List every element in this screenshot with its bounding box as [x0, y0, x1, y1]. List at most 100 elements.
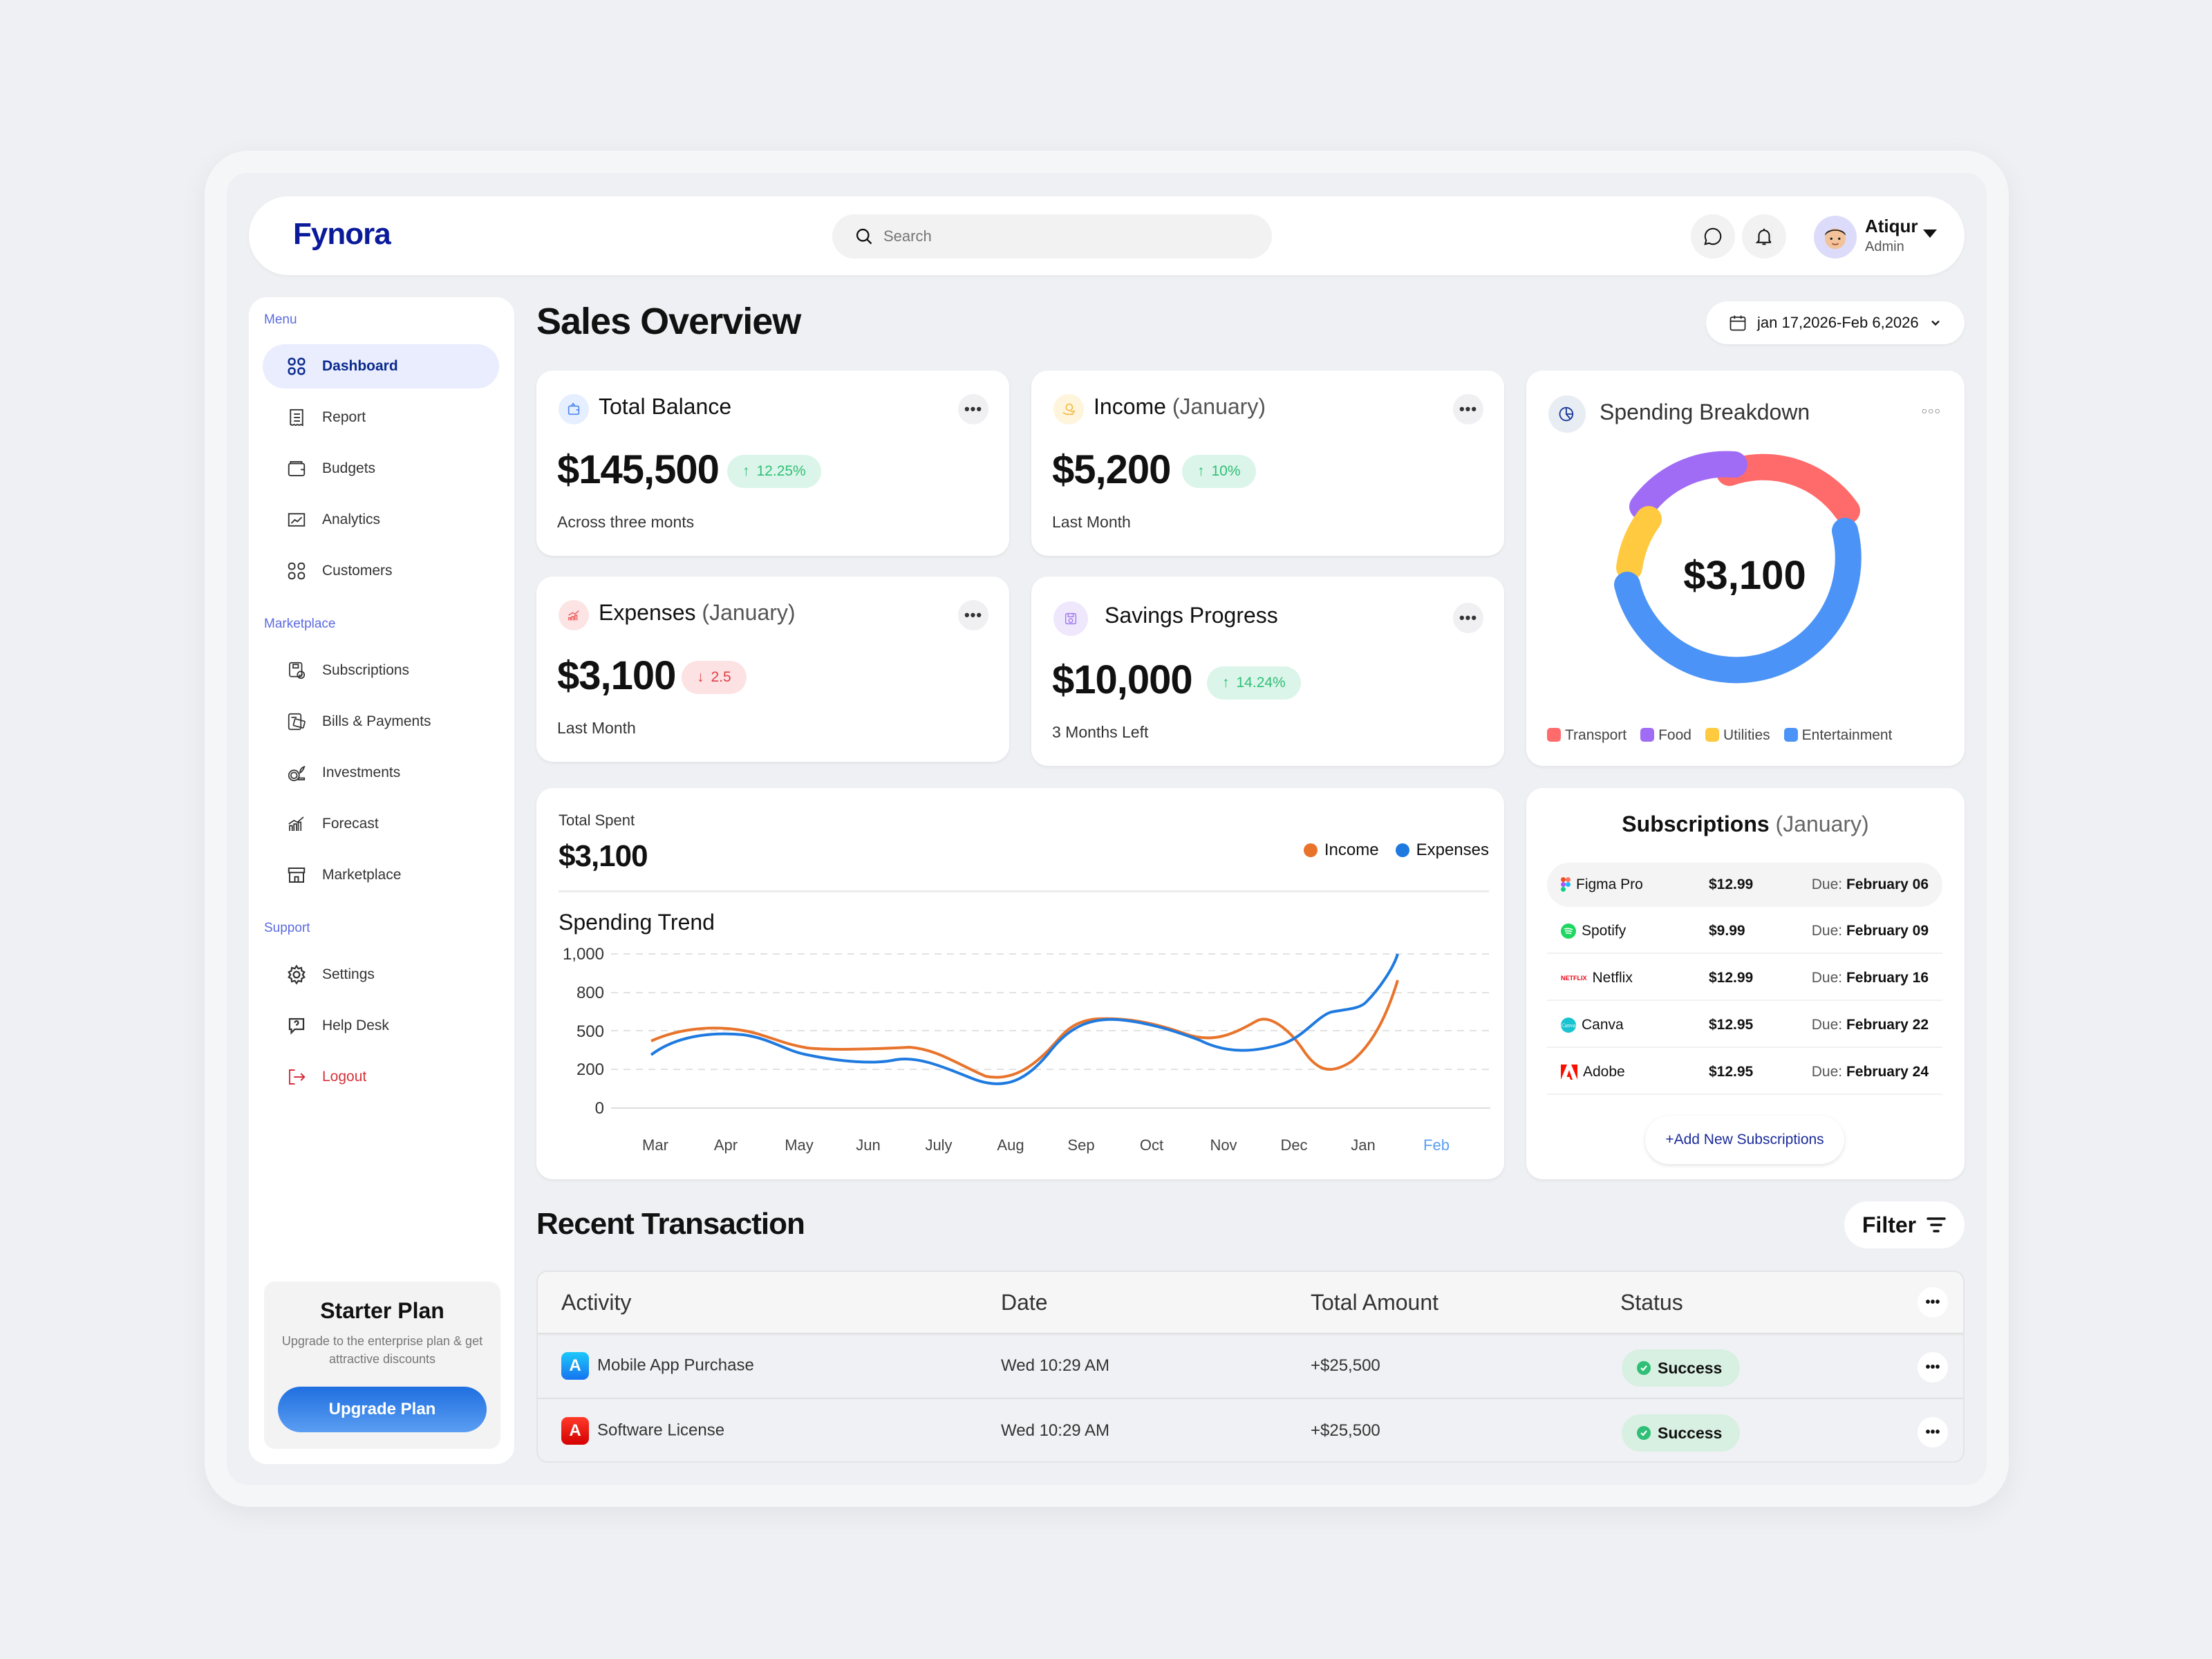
sidebar-item-bills-payments[interactable]: Bills & Payments [263, 700, 499, 744]
grid-icon [288, 357, 306, 375]
search-input[interactable] [883, 227, 1229, 245]
row-more-options-button[interactable]: ••• [1918, 1352, 1948, 1382]
plan-description: Upgrade to the enterprise plan & get att… [281, 1334, 483, 1366]
sidebar-item-budgets[interactable]: Budgets [263, 447, 499, 491]
column-header-date[interactable]: Date [1001, 1290, 1048, 1315]
sidebar-item-label: Help Desk [322, 1018, 389, 1033]
column-header-status[interactable]: Status [1620, 1290, 1683, 1315]
chart-title: Spending Trend [559, 910, 715, 935]
svg-text:1,000: 1,000 [563, 945, 604, 964]
kpi-label: Expenses (January) [599, 600, 796, 625]
sidebar-item-subscriptions[interactable]: Subscriptions [263, 648, 499, 693]
calendar-icon [1730, 315, 1746, 331]
sidebar-item-report[interactable]: Report [263, 395, 499, 440]
subscription-row[interactable]: Figma Pro $12.99 Due: February 06 [1547, 863, 1942, 907]
date-range-picker[interactable]: jan 17,2026-Feb 6,2026 [1706, 301, 1965, 344]
kpi-card-total-balance: Total Balance ••• $145,500 ↑ 12.25% Acros… [536, 371, 1009, 556]
messages-button[interactable] [1691, 214, 1735, 259]
donut-chart: $3,100 [1614, 451, 1862, 684]
kpi-subtext: 3 Months Left [1052, 723, 1149, 741]
more-options-button[interactable]: ••• [958, 600, 988, 630]
kpi-subtext: Across three monts [557, 513, 695, 531]
divider [1771, 223, 1772, 250]
sidebar-section-menu: Menu [264, 312, 297, 327]
svg-text:Feb: Feb [1423, 1136, 1450, 1154]
svg-text:800: 800 [577, 984, 604, 1002]
sidebar-item-logout[interactable]: Logout [263, 1055, 499, 1099]
svg-text:200: 200 [577, 1060, 604, 1079]
user-menu-caret-icon[interactable] [1923, 229, 1937, 238]
kpi-card-savings-progress: Savings Progress ••• $10,000 ↑ 14.24% 3 M… [1031, 577, 1504, 766]
kpi-card-income: Income (January) ••• $5,200 ↑ 10% Last Mo… [1031, 371, 1504, 556]
activity-cell: A Software License [561, 1417, 724, 1445]
sidebar-item-settings[interactable]: Settings [263, 953, 499, 997]
more-options-button[interactable]: ••• [958, 394, 988, 424]
column-header-total-amount[interactable]: Total Amount [1311, 1290, 1438, 1315]
sidebar-item-label: Budgets [322, 460, 376, 476]
sidebar-item-label: Investments [322, 765, 401, 780]
subscription-icon [289, 662, 306, 679]
store-icon [288, 868, 306, 883]
plan-title: Starter Plan [320, 1298, 444, 1323]
chart-icon [288, 513, 306, 527]
more-options-button[interactable]: ○○○ [1921, 405, 1941, 416]
table-row[interactable]: A Software License Wed 10:29 AM +$25,500 … [538, 1400, 1963, 1461]
chart-legend: Transport Food Utilities Entertainment [1547, 727, 1892, 744]
top-header: Fynora Atiqur Admin [249, 196, 1965, 275]
amount-cell: +$25,500 [1311, 1356, 1380, 1375]
row-more-options-button[interactable]: ••• [1918, 1417, 1948, 1447]
svg-text:July: July [925, 1136, 952, 1154]
svg-text:Nov: Nov [1210, 1136, 1237, 1154]
sidebar-item-label: Report [322, 409, 366, 425]
user-name[interactable]: Atiqur [1865, 216, 1918, 236]
sidebar-item-help-desk[interactable]: Help Desk [263, 1004, 499, 1048]
svg-text:Apr: Apr [714, 1136, 738, 1154]
upgrade-plan-button[interactable]: Upgrade Plan [278, 1387, 487, 1432]
check-circle-icon [1637, 1361, 1651, 1375]
subscription-row[interactable]: Spotify $9.99 Due: February 09 [1547, 910, 1942, 954]
app-logo[interactable]: Fynora [293, 217, 391, 251]
sidebar-item-forecast[interactable]: Forecast [263, 802, 499, 846]
donut-segment-utilities [1616, 506, 1662, 581]
kpi-subtext: Last Month [1052, 513, 1131, 531]
more-options-button[interactable]: ••• [1918, 1287, 1948, 1318]
more-options-button[interactable]: ••• [1453, 394, 1483, 424]
change-badge: ↓ 2.5 [682, 661, 747, 694]
search-box[interactable] [832, 214, 1272, 259]
forecast-icon [288, 816, 304, 831]
legend-item-food: Food [1640, 727, 1691, 744]
filter-button[interactable]: Filter [1844, 1201, 1965, 1248]
sidebar-item-dashboard[interactable]: Dashboard [263, 344, 499, 388]
figma-icon [1561, 877, 1571, 892]
sidebar-item-marketplace[interactable]: Marketplace [263, 853, 499, 897]
subscription-row[interactable]: Adobe $12.95 Due: February 24 [1547, 1051, 1942, 1095]
kpi-card-expenses: Expenses (January) ••• $3,100 ↓ 2.5 Last … [536, 577, 1009, 762]
bill-icon [288, 713, 306, 731]
notifications-button[interactable] [1742, 214, 1786, 259]
adobe-icon: A [561, 1417, 589, 1445]
arrow-up-icon: ↑ [1222, 675, 1230, 691]
chevron-down-icon [1931, 320, 1940, 326]
more-options-button[interactable]: ••• [1453, 603, 1483, 633]
sidebar-item-customers[interactable]: Customers [263, 549, 499, 593]
subscription-row[interactable]: NETFLIX Netflix $12.99 Due: February 16 [1547, 957, 1942, 1001]
line-chart: 1,000 800 500 200 0 Mar Apr May Jun July Aug Sep Oc… [563, 945, 1490, 1154]
table-row[interactable]: A Mobile App Purchase Wed 10:29 AM +$25,5… [538, 1335, 1963, 1399]
sidebar-item-label: Subscriptions [322, 662, 410, 678]
sidebar-item-label: Logout [322, 1069, 367, 1085]
money-bag-icon [1053, 394, 1084, 424]
subscription-row[interactable]: Canva Canva $12.95 Due: February 22 [1547, 1004, 1942, 1048]
kpi-label: Savings Progress [1105, 603, 1278, 628]
legend-item-income: Income [1303, 841, 1379, 860]
status-badge: Success [1622, 1349, 1741, 1387]
avatar[interactable] [1814, 216, 1857, 259]
sidebar-item-investments[interactable]: Investments [263, 751, 499, 795]
sidebar-item-analytics[interactable]: Analytics [263, 498, 499, 542]
kpi-value: $5,200 [1052, 447, 1171, 492]
add-subscription-button[interactable]: +Add New Subscriptions [1645, 1116, 1844, 1164]
svg-text:May: May [785, 1136, 814, 1154]
column-header-activity[interactable]: Activity [561, 1290, 632, 1315]
svg-text:0: 0 [595, 1099, 604, 1118]
series-line-expenses [650, 953, 1399, 1085]
